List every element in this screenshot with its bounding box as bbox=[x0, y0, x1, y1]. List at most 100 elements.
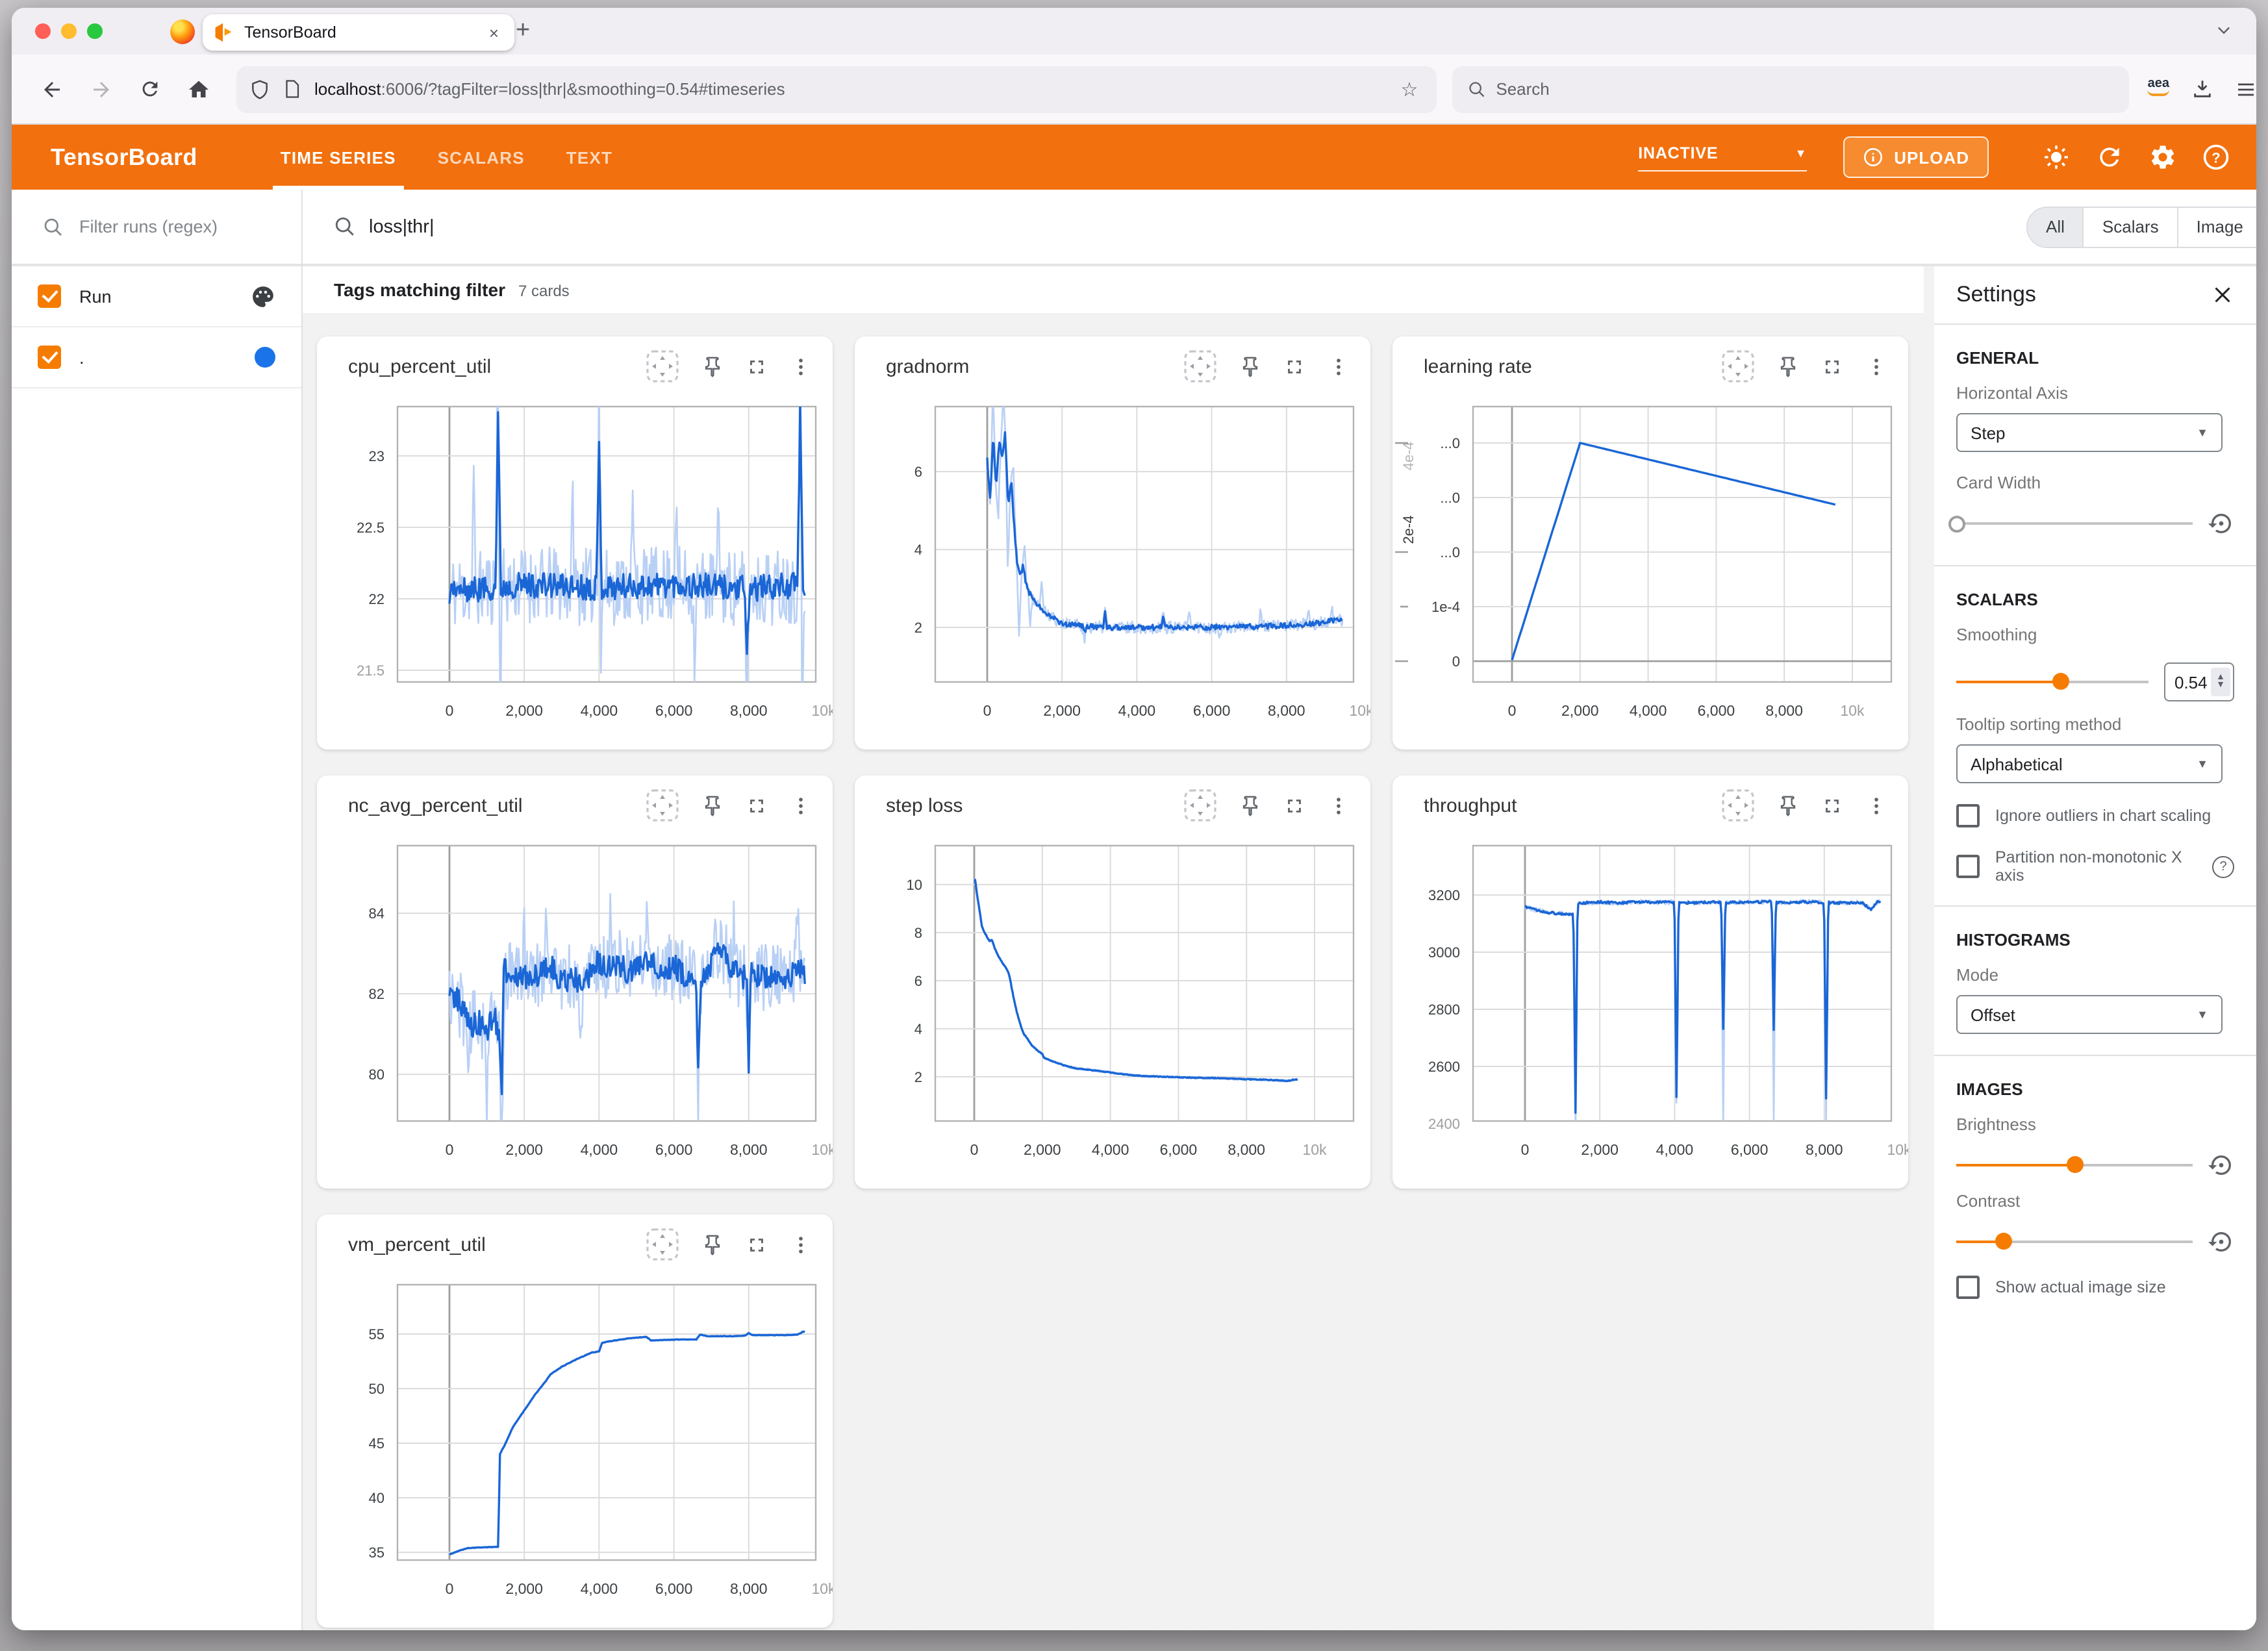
url-text[interactable]: localhost:6006/?tagFilter=loss|thr|&smoo… bbox=[314, 79, 1400, 99]
contrast-slider[interactable] bbox=[1956, 1233, 2193, 1251]
horizontal-axis-select[interactable]: Step ▼ bbox=[1956, 413, 2223, 452]
url-bar[interactable]: localhost:6006/?tagFilter=loss|thr|&smoo… bbox=[236, 66, 1437, 112]
close-icon[interactable] bbox=[2211, 283, 2234, 307]
more-options-kebab-icon[interactable] bbox=[1328, 355, 1350, 377]
more-options-kebab-icon[interactable] bbox=[1865, 355, 1887, 377]
shield-icon[interactable] bbox=[249, 79, 270, 99]
ignore-outliers-checkbox[interactable] bbox=[1956, 804, 1980, 827]
run-row-run[interactable]: Run bbox=[12, 266, 301, 327]
tab-time-series[interactable]: TIME SERIES bbox=[260, 125, 417, 190]
pan-zoom-icon[interactable] bbox=[1721, 349, 1755, 383]
pin-icon[interactable] bbox=[1239, 355, 1261, 377]
scalar-chart[interactable]: 84 82 80 0 2,000 4,000 6,000 8,000 10k bbox=[317, 835, 833, 1163]
svg-text:6,000: 6,000 bbox=[655, 1580, 693, 1597]
run-row-dot[interactable]: . bbox=[12, 327, 301, 388]
fullscreen-icon[interactable] bbox=[1821, 794, 1843, 816]
scalar-chart[interactable]: 23 22.5 22 21.5 0 2,000 4,000 6,000 8,000 10k bbox=[317, 396, 833, 724]
pin-icon[interactable] bbox=[1777, 794, 1799, 816]
more-options-kebab-icon[interactable] bbox=[790, 1233, 812, 1255]
more-options-kebab-icon[interactable] bbox=[1328, 794, 1350, 816]
fullscreen-icon[interactable] bbox=[1283, 355, 1305, 377]
card-width-slider[interactable] bbox=[1948, 514, 2193, 533]
reset-icon[interactable] bbox=[2208, 1152, 2234, 1178]
fullscreen-icon[interactable] bbox=[746, 355, 768, 377]
refresh-data-icon[interactable] bbox=[2095, 143, 2124, 171]
close-tab-icon[interactable]: × bbox=[488, 23, 499, 42]
tags-matching-bar: Tags matching filter 7 cards bbox=[303, 266, 1924, 313]
browser-tab[interactable]: TensorBoard × bbox=[203, 14, 514, 51]
extension-aea-icon[interactable]: aea bbox=[2147, 77, 2169, 96]
gear-icon[interactable] bbox=[2148, 143, 2177, 171]
chip-all[interactable]: All bbox=[2028, 207, 2083, 246]
pan-zoom-icon[interactable] bbox=[646, 788, 679, 822]
maximize-window-button[interactable] bbox=[87, 23, 103, 39]
fullscreen-icon[interactable] bbox=[1283, 794, 1305, 816]
pin-icon[interactable] bbox=[1777, 355, 1799, 377]
tab-scalars[interactable]: SCALARS bbox=[437, 147, 525, 167]
run-checkbox[interactable] bbox=[38, 284, 61, 308]
chip-scalars[interactable]: Scalars bbox=[2082, 207, 2177, 246]
histogram-mode-select[interactable]: Offset ▼ bbox=[1956, 995, 2223, 1034]
close-window-button[interactable] bbox=[35, 23, 51, 39]
search-bar[interactable]: Search bbox=[1452, 66, 2130, 112]
bookmark-star-icon[interactable]: ☆ bbox=[1400, 79, 1418, 101]
reload-icon[interactable] bbox=[139, 78, 161, 100]
dark-mode-icon[interactable] bbox=[2042, 143, 2071, 171]
run-checkbox[interactable] bbox=[38, 346, 61, 369]
new-tab-button[interactable]: + bbox=[516, 17, 531, 44]
scalar-chart[interactable]: 3200 3000 2800 2600 2400 0 2,000 4,000 6,000 8,00… bbox=[1392, 835, 1908, 1163]
help-icon[interactable]: ? bbox=[2202, 143, 2230, 171]
scalar-chart[interactable]: 10 8 6 4 2 0 2,000 4,000 6,000 8,000 10k bbox=[855, 835, 1370, 1163]
back-icon[interactable] bbox=[40, 77, 64, 101]
run-color-dot[interactable] bbox=[255, 347, 275, 368]
more-options-kebab-icon[interactable] bbox=[1865, 794, 1887, 816]
tooltip-sort-select[interactable]: Alphabetical ▼ bbox=[1956, 744, 2223, 783]
partition-x-axis-checkbox[interactable] bbox=[1956, 855, 1980, 878]
scalar-chart[interactable]: ...0 ...0 ...0 1e-4 0 4e-4 2e-4 0 2,000 4,000 6,00… bbox=[1392, 396, 1908, 724]
reload-status-dropdown[interactable]: INACTIVE ▼ bbox=[1638, 144, 1808, 171]
svg-text:82: 82 bbox=[369, 986, 384, 1002]
tab-text[interactable]: TEXT bbox=[566, 147, 613, 167]
run-filter-input[interactable]: Filter runs (regex) bbox=[12, 190, 301, 266]
smoothing-value-input[interactable]: 0.54 ▲ ▼ bbox=[2164, 662, 2234, 701]
pin-icon[interactable] bbox=[701, 355, 724, 377]
show-actual-size-row: Show actual image size bbox=[1956, 1276, 2234, 1299]
pin-icon[interactable] bbox=[701, 794, 724, 816]
home-icon[interactable] bbox=[187, 77, 210, 101]
help-icon[interactable]: ? bbox=[2212, 855, 2234, 877]
svg-text:8,000: 8,000 bbox=[730, 702, 768, 719]
list-tabs-chevron-icon[interactable] bbox=[2215, 21, 2233, 39]
upload-button[interactable]: UPLOAD bbox=[1843, 136, 1989, 178]
tab-title: TensorBoard bbox=[244, 23, 336, 42]
page-info-icon[interactable] bbox=[282, 79, 301, 99]
downloads-icon[interactable] bbox=[2191, 78, 2213, 100]
scalar-chart[interactable]: 6 4 2 0 2,000 4,000 6,000 8,000 10k bbox=[855, 396, 1370, 724]
pan-zoom-icon[interactable] bbox=[1183, 349, 1217, 383]
chip-image[interactable]: Image bbox=[2176, 207, 2256, 246]
tag-filter-input[interactable]: loss|thr| bbox=[369, 216, 435, 237]
minimize-window-button[interactable] bbox=[61, 23, 77, 39]
scalar-chart[interactable]: 55 50 45 40 35 0 2,000 4,000 6,000 8,000 10k bbox=[317, 1274, 833, 1602]
pan-zoom-icon[interactable] bbox=[646, 1228, 679, 1261]
smoothing-slider[interactable] bbox=[1956, 673, 2148, 691]
pin-icon[interactable] bbox=[701, 1233, 724, 1255]
more-options-kebab-icon[interactable] bbox=[790, 794, 812, 816]
pan-zoom-icon[interactable] bbox=[1721, 788, 1755, 822]
forward-icon[interactable] bbox=[90, 77, 113, 101]
more-options-kebab-icon[interactable] bbox=[790, 355, 812, 377]
show-actual-size-checkbox[interactable] bbox=[1956, 1276, 1980, 1299]
fullscreen-icon[interactable] bbox=[746, 1233, 768, 1255]
card-title: gradnorm bbox=[886, 355, 970, 377]
fullscreen-icon[interactable] bbox=[1821, 355, 1843, 377]
stepper-icon[interactable]: ▲ ▼ bbox=[2211, 668, 2230, 696]
reset-icon[interactable] bbox=[2208, 510, 2234, 536]
pin-icon[interactable] bbox=[1239, 794, 1261, 816]
fullscreen-icon[interactable] bbox=[746, 794, 768, 816]
reset-icon[interactable] bbox=[2208, 1229, 2234, 1255]
pan-zoom-icon[interactable] bbox=[646, 349, 679, 383]
url-host: localhost bbox=[314, 79, 381, 99]
pan-zoom-icon[interactable] bbox=[1183, 788, 1217, 822]
menu-hamburger-icon[interactable] bbox=[2236, 79, 2256, 99]
brightness-slider[interactable] bbox=[1956, 1156, 2193, 1174]
palette-icon[interactable] bbox=[251, 284, 275, 309]
